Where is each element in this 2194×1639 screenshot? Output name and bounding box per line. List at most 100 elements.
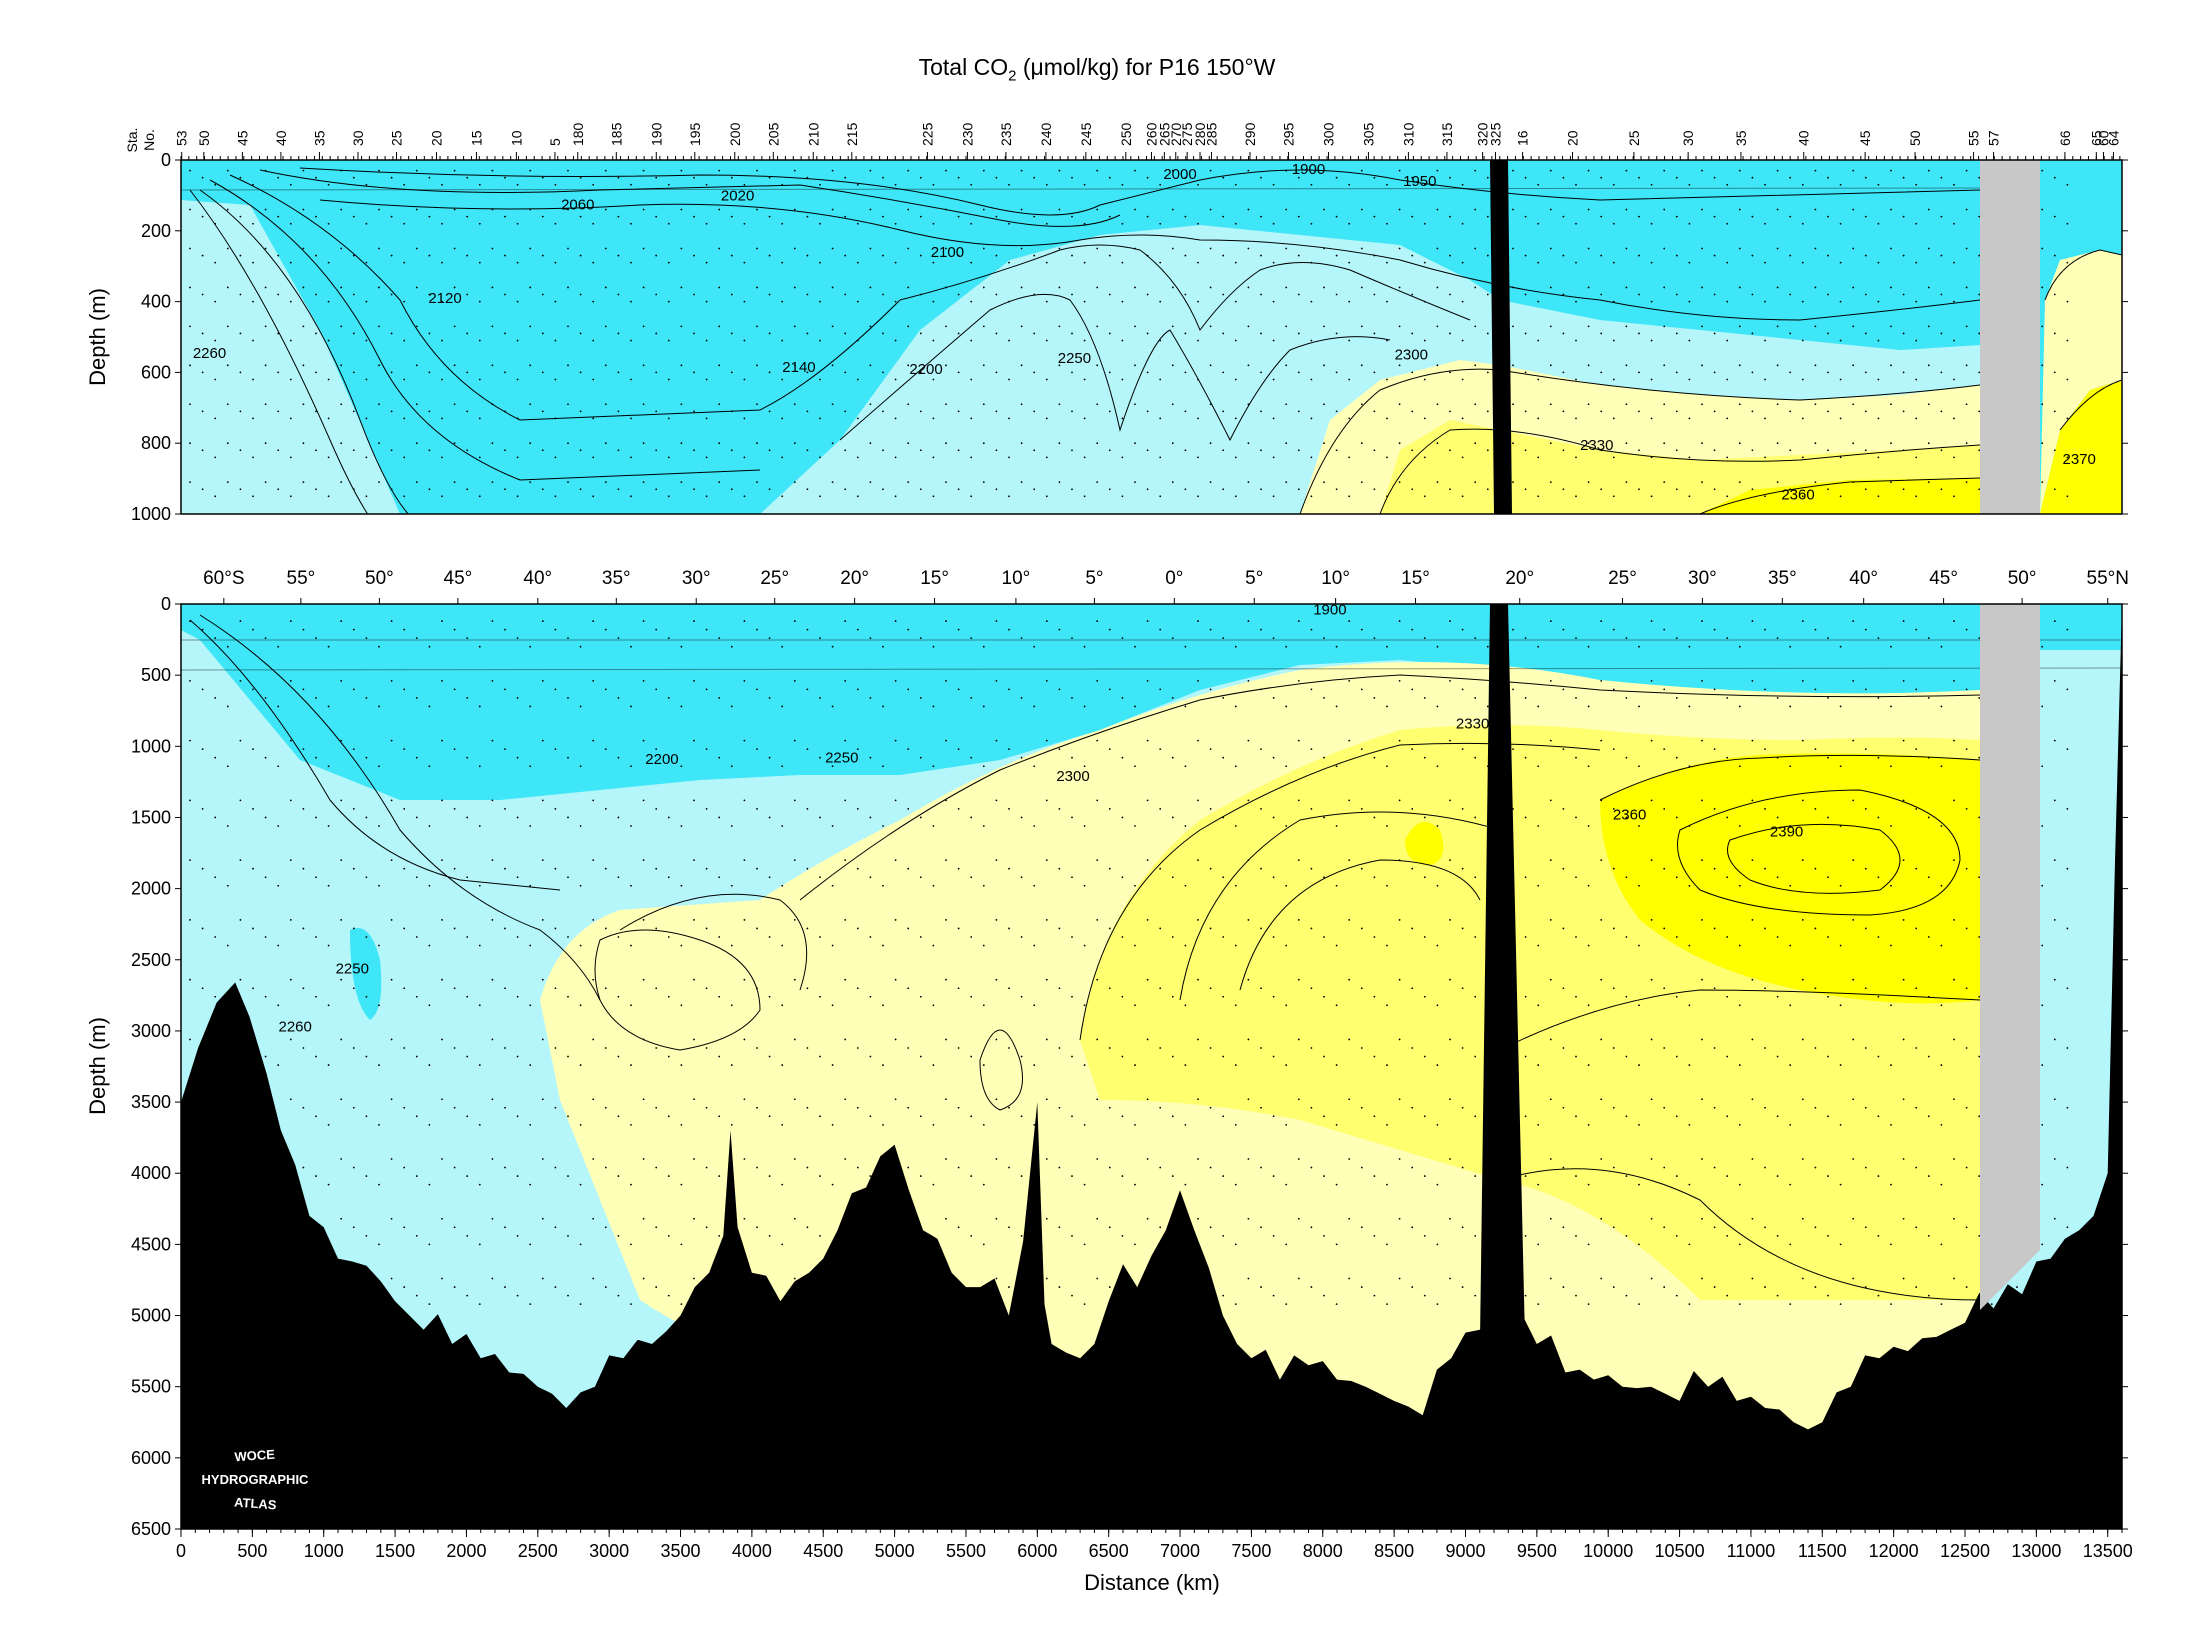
lower-data-gap-north (1980, 604, 2040, 1310)
contour-label: 2330 (1456, 716, 1489, 733)
station-label: 320 (1475, 122, 1491, 146)
station-label: 290 (1242, 122, 1258, 146)
station-label: 35 (1733, 130, 1749, 146)
station-label: 315 (1439, 122, 1455, 146)
station-label: 230 (959, 122, 975, 146)
contour-label: 1900 (1292, 161, 1325, 178)
svg-text:WOCE: WOCE (234, 1447, 276, 1465)
y-tick-label: 400 (141, 292, 171, 312)
x-tick-label: 5000 (875, 1541, 915, 1561)
lower-surface-cyan (181, 604, 2122, 800)
latitude-label: 25° (1608, 568, 1637, 589)
contour-label: 2250 (1058, 350, 1091, 367)
contour-label: 2300 (1395, 347, 1428, 364)
station-label: 205 (765, 122, 781, 146)
latitude-label: 5° (1085, 568, 1103, 589)
x-tick-label: 11000 (1727, 1541, 1776, 1561)
x-tick-label: 4500 (803, 1541, 843, 1561)
station-label: 40 (273, 130, 289, 146)
station-label: 66 (2057, 130, 2073, 146)
lower-band-2360 (1600, 753, 1980, 1004)
latitude-label: 35° (602, 568, 631, 589)
x-tick-label: 1000 (304, 1541, 344, 1561)
station-label: 50 (196, 130, 212, 146)
latitude-label: 5° (1245, 568, 1263, 589)
lower-contour-labels: 1900 2330 2200 2250 2300 2360 2390 2250 2260 (278, 602, 1803, 1036)
x-tick-label: 0 (176, 1541, 186, 1561)
latitude-label: 45° (1929, 568, 1958, 589)
latitude-axis: 60°S 55° 50° 45° 40° 35° 30° 25° 20° 15° 10° 5° 0° 5°… (203, 568, 2129, 604)
contour-label: 2300 (1056, 768, 1089, 785)
contour-label: 1950 (1403, 173, 1436, 190)
x-tick-label: 6500 (1089, 1541, 1129, 1561)
chart-title: Total CO2 (μmol/kg) for P16 150°W (918, 54, 1276, 85)
x-tick-label: 6000 (1017, 1541, 1057, 1561)
latitude-label: 15° (1401, 568, 1430, 589)
y-tick-label: 4500 (131, 1234, 171, 1254)
station-label: 260 (1144, 122, 1160, 146)
station-label: 16 (1515, 130, 1531, 146)
x-tick-label: 11500 (1798, 1541, 1847, 1561)
station-label: 20 (428, 130, 444, 146)
station-label: 45 (234, 130, 250, 146)
x-tick-label: 10500 (1655, 1541, 1705, 1561)
latitude-label: 10° (1002, 568, 1031, 589)
station-label: 195 (687, 122, 703, 146)
latitude-label: 50° (2008, 568, 2037, 589)
x-tick-label: 3000 (589, 1541, 629, 1561)
x-tick-label: 1500 (375, 1541, 415, 1561)
y-tick-label: 1500 (131, 807, 171, 827)
station-label: 10 (508, 130, 524, 146)
x-tick-label: 8500 (1374, 1541, 1414, 1561)
station-label: 325 (1487, 122, 1503, 146)
upper-fill (181, 160, 2122, 514)
latitude-label: 25° (760, 568, 789, 589)
x-tick-label: 9500 (1517, 1541, 1557, 1561)
latitude-label: 60°S (203, 568, 244, 589)
contour-label: 2200 (909, 361, 942, 378)
x-tick-label: 4000 (732, 1541, 772, 1561)
latitude-label: 55°N (2087, 568, 2129, 589)
svg-text:ATLAS: ATLAS (234, 1495, 278, 1513)
x-tick-label: 12000 (1869, 1541, 1919, 1561)
lower-patch-2350 (1405, 822, 1444, 865)
latitude-label: 45° (444, 568, 473, 589)
station-label: 295 (1281, 122, 1297, 146)
contour-label: 1900 (1313, 602, 1346, 619)
station-label: 30 (350, 130, 366, 146)
upper-band-2150 (760, 225, 1500, 514)
x-tick-label: 13000 (2011, 1541, 2061, 1561)
upper-station-dots (189, 169, 2069, 498)
upper-y-axis: 0 200 400 600 800 1000 (131, 150, 2128, 524)
x-tick-label: 7500 (1231, 1541, 1271, 1561)
station-label: 280 (1192, 122, 1208, 146)
y-tick-label: 500 (141, 665, 171, 685)
station-label: 270 (1168, 122, 1184, 146)
station-number-axis: 53 50 45 40 35 30 25 20 15 10 5 180 185 190 195 200 205 2… (174, 122, 2121, 160)
latitude-label: 50° (365, 568, 394, 589)
latitude-label: 55° (287, 568, 316, 589)
station-label: 20 (1565, 130, 1581, 146)
station-label: 40 (1796, 130, 1812, 146)
station-label: 285 (1203, 122, 1219, 146)
upper-band-2140 (181, 200, 400, 514)
station-label: 275 (1179, 122, 1195, 146)
x-tick-label: 13500 (2083, 1541, 2133, 1561)
x-tick-label: 3500 (660, 1541, 700, 1561)
station-label: 210 (805, 122, 821, 146)
lower-contours (181, 614, 2122, 1301)
y-tick-label: 2500 (131, 950, 171, 970)
x-tick-label: 10000 (1583, 1541, 1633, 1561)
station-label: 25 (389, 130, 405, 146)
woce-logo: WOCE HYDROGRAPHIC ATLAS (202, 1447, 310, 1513)
contour-label: 2100 (931, 244, 964, 261)
y-tick-label: 4000 (131, 1163, 171, 1183)
y-tick-label: 5000 (131, 1306, 171, 1326)
station-label: 55 (1966, 130, 1982, 146)
contour-label: 2260 (193, 345, 226, 362)
y-tick-label: 1000 (131, 504, 171, 524)
x-tick-label: 500 (237, 1541, 267, 1561)
contour-label: 2250 (825, 750, 858, 767)
